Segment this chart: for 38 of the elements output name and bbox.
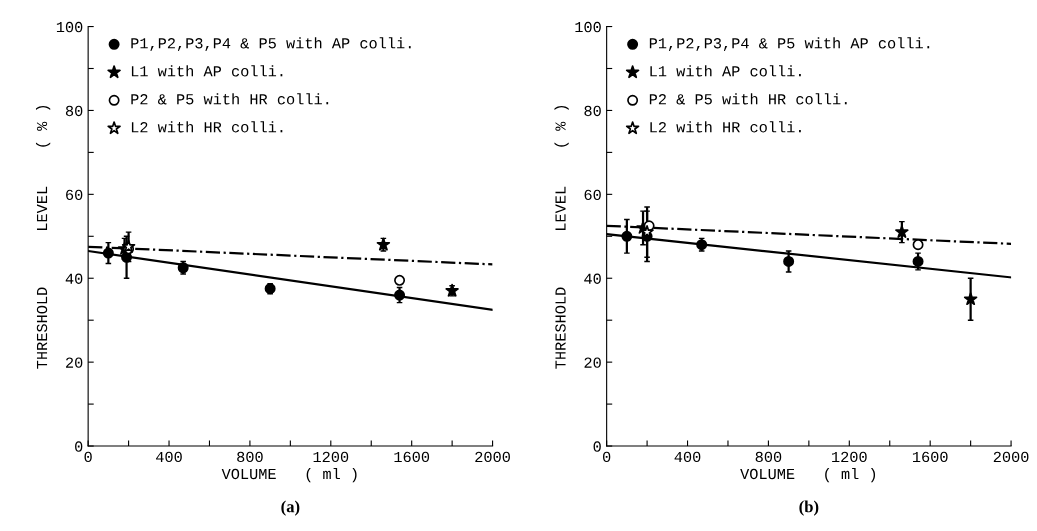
legend-label: P1,P2,P3,P4 & P5 with AP colli.: [131, 37, 411, 52]
legend-label: L1 with AP colli.: [650, 65, 801, 77]
x-tick-label: 2000: [993, 451, 1029, 463]
y-tick-label: 0: [593, 441, 601, 452]
y-axis-title: THRESHOLD LEVEL ( % ): [554, 105, 569, 369]
legend-label: L1 with AP colli.: [131, 65, 283, 77]
y-axis-title: THRESHOLD LEVEL ( % ): [35, 105, 51, 369]
y-tick-label: 100: [575, 21, 601, 33]
x-tick-label: 1200: [313, 451, 349, 463]
legend-label: P1,P2,P3,P4 & P5 with AP colli.: [649, 37, 930, 52]
text: (a): [281, 500, 300, 516]
y-tick-label: 40: [65, 273, 83, 284]
y-tick-label: 80: [584, 105, 601, 117]
x-tick-label: 400: [156, 451, 182, 463]
x-axis-title: VOLUME ( ml ): [740, 467, 876, 483]
y-tick-label: 40: [584, 273, 601, 284]
y-tick-label: 60: [66, 189, 83, 201]
y-tick-label: 80: [65, 105, 83, 117]
x-tick-label: 400: [674, 451, 701, 463]
x-tick-label: 800: [755, 451, 782, 463]
legend-label: P2 & P5 with HR colli.: [649, 93, 847, 105]
x-tick-label: 0: [602, 451, 611, 463]
x-tick-label: 1600: [912, 451, 948, 463]
y-tick-label: 0: [75, 441, 83, 452]
text: (b): [799, 500, 819, 516]
y-tick-label: 100: [56, 21, 83, 33]
legend-label: L2 with HR colli.: [650, 121, 801, 133]
y-tick-label: 20: [584, 357, 601, 368]
y-tick-label: 60: [584, 189, 601, 201]
legend-label: P2 & P5 with HR colli.: [131, 93, 329, 105]
x-tick-label: 800: [237, 451, 263, 463]
x-tick-label: 2000: [475, 451, 510, 463]
x-tick-label: 1600: [394, 451, 430, 463]
legend-label: L2 with HR colli.: [131, 121, 283, 133]
x-axis-title: VOLUME ( ml ): [221, 467, 357, 483]
x-tick-label: 1200: [832, 451, 867, 463]
y-tick-label: 20: [66, 357, 83, 368]
x-tick-label: 0: [84, 451, 92, 463]
